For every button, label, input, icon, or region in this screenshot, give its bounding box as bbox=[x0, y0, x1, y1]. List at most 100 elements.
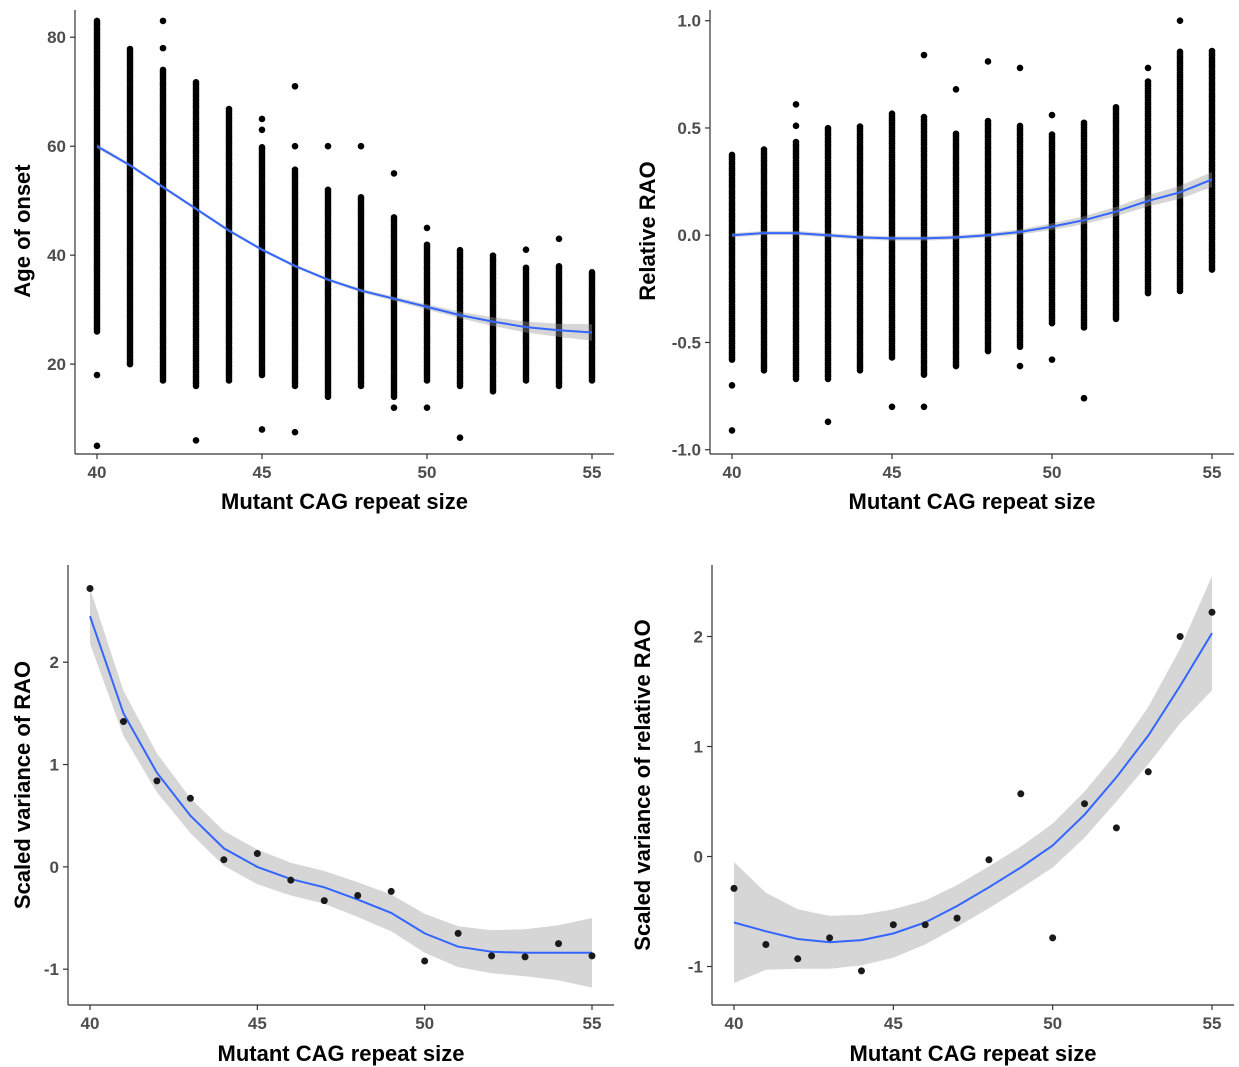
point bbox=[921, 921, 929, 929]
point bbox=[762, 941, 770, 948]
y-tick-label: -0.5 bbox=[672, 333, 701, 352]
point-column-43 bbox=[192, 79, 200, 444]
chart-svg: 40 45 50 55 -1.0 -0.5 0.0 0.5 1.0 Mutant CAG repe… bbox=[635, 10, 1234, 514]
x-tick-label: 50 bbox=[418, 463, 437, 482]
fit-line bbox=[96, 145, 593, 334]
y-tick-label: -1 bbox=[44, 960, 59, 979]
point bbox=[192, 79, 200, 86]
point-column-55 bbox=[1208, 47, 1216, 273]
x-axis-title: Mutant CAG repeat size bbox=[850, 1041, 1097, 1066]
x-axis-title: Mutant CAG repeat size bbox=[221, 489, 468, 514]
y-tick-label: 1 bbox=[694, 738, 703, 757]
point bbox=[1144, 64, 1152, 72]
point bbox=[423, 224, 431, 232]
point-column-47 bbox=[324, 142, 332, 401]
point bbox=[588, 269, 596, 276]
point bbox=[488, 952, 496, 960]
x-tick-label: 45 bbox=[884, 1014, 903, 1033]
point bbox=[421, 957, 429, 965]
point bbox=[253, 850, 261, 858]
point bbox=[588, 952, 596, 960]
point bbox=[423, 241, 431, 249]
point bbox=[1176, 633, 1184, 640]
chart-age-of-onset: 40 45 50 55 20 40 60 80 Mutant CAG repeat size Ag… bbox=[0, 0, 620, 530]
x-tick-label: 45 bbox=[883, 463, 902, 482]
point bbox=[159, 44, 167, 52]
point bbox=[357, 194, 365, 201]
point bbox=[730, 884, 738, 892]
chart-svg: 40 45 50 55 -1 0 1 2 Mutant CAG repeat size Scale… bbox=[10, 565, 614, 1066]
y-tick-label: 0 bbox=[50, 858, 59, 877]
point bbox=[1080, 119, 1088, 127]
point bbox=[1081, 800, 1089, 808]
point bbox=[192, 437, 200, 444]
x-tick-label: 55 bbox=[583, 1014, 602, 1033]
confidence-band bbox=[90, 588, 592, 988]
point bbox=[1048, 111, 1056, 119]
point bbox=[153, 777, 161, 785]
point bbox=[522, 246, 530, 254]
confidence-band bbox=[734, 576, 1212, 983]
y-tick-label: 1 bbox=[50, 756, 59, 775]
point-column-40 bbox=[93, 17, 101, 450]
y-tick-label: -1.0 bbox=[672, 441, 701, 460]
point-column-41 bbox=[126, 45, 134, 368]
point-column-45 bbox=[258, 115, 266, 433]
y-tick-label: 0.0 bbox=[677, 226, 701, 245]
point bbox=[522, 264, 530, 272]
point-column-47 bbox=[952, 86, 960, 370]
point bbox=[86, 585, 94, 593]
point bbox=[324, 142, 332, 150]
point bbox=[1112, 824, 1120, 832]
point-column-49 bbox=[390, 170, 398, 411]
point bbox=[324, 186, 332, 194]
point-column-46 bbox=[920, 51, 928, 411]
point bbox=[1048, 131, 1056, 138]
point bbox=[952, 86, 960, 93]
x-axis-title: Mutant CAG repeat size bbox=[849, 489, 1096, 514]
x-tick-label: 45 bbox=[253, 463, 272, 482]
chart-scaled-variance-relative-rao: 40 45 50 55 -1 0 1 2 Mutant CAG repeat size Scale… bbox=[620, 530, 1239, 1067]
point bbox=[920, 113, 928, 121]
point bbox=[291, 82, 299, 90]
point bbox=[119, 718, 127, 726]
point bbox=[792, 101, 800, 108]
y-axis-title: Relative RAO bbox=[635, 161, 660, 300]
point-column-41 bbox=[760, 146, 768, 374]
point bbox=[1144, 78, 1152, 85]
point bbox=[728, 151, 736, 159]
point bbox=[225, 105, 233, 113]
point-column-42 bbox=[159, 17, 167, 384]
point-column-54 bbox=[1176, 17, 1184, 295]
point-column-53 bbox=[522, 246, 530, 384]
point bbox=[456, 246, 464, 254]
point bbox=[857, 967, 865, 975]
confidence-band bbox=[97, 144, 592, 341]
point bbox=[258, 115, 266, 123]
x-tick-label: 50 bbox=[415, 1014, 434, 1033]
y-tick-label: 20 bbox=[47, 355, 66, 374]
point bbox=[953, 914, 961, 922]
point bbox=[390, 404, 398, 411]
point bbox=[357, 142, 365, 150]
y-tick-label: 2 bbox=[694, 628, 703, 647]
points bbox=[730, 608, 1216, 975]
point bbox=[1208, 47, 1216, 55]
fit-line bbox=[89, 615, 592, 954]
points bbox=[728, 17, 1216, 434]
point bbox=[1208, 608, 1216, 616]
point bbox=[390, 214, 398, 221]
point-column-48 bbox=[984, 58, 992, 355]
x-axis-title: Mutant CAG repeat size bbox=[218, 1041, 465, 1066]
point bbox=[1112, 103, 1120, 111]
point bbox=[984, 117, 992, 125]
x-tick-label: 50 bbox=[1043, 1014, 1062, 1033]
point-column-40 bbox=[728, 151, 736, 434]
point-column-52 bbox=[1112, 103, 1120, 323]
y-tick-label: 80 bbox=[47, 28, 66, 47]
point bbox=[423, 404, 431, 411]
point bbox=[291, 142, 299, 150]
point bbox=[287, 876, 295, 884]
point bbox=[93, 442, 101, 450]
y-tick-label: 2 bbox=[50, 653, 59, 672]
